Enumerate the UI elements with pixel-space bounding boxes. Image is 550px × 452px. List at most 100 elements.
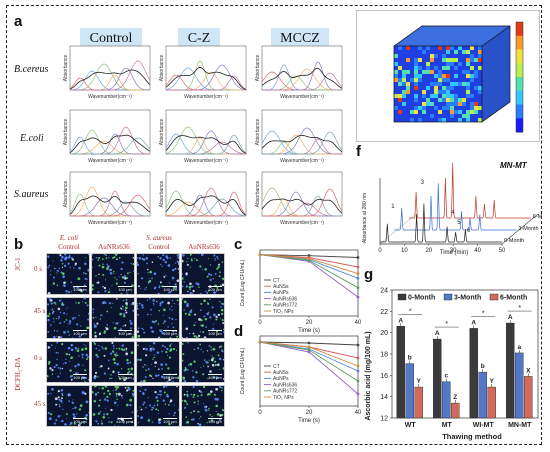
cell-dot bbox=[107, 290, 111, 294]
cell-dot bbox=[213, 313, 216, 317]
cell-dot bbox=[74, 262, 78, 265]
cell-dot bbox=[49, 274, 52, 276]
cell-dot bbox=[97, 422, 100, 425]
scale-bar: 100 μm bbox=[73, 330, 87, 336]
cell-dot bbox=[206, 422, 208, 424]
f-series-label: 0-Month bbox=[504, 238, 524, 244]
voxel bbox=[458, 62, 462, 66]
significance-star: * bbox=[409, 308, 412, 315]
envelope-curve bbox=[261, 67, 343, 89]
cell-dot bbox=[175, 331, 177, 333]
colorbar-segment bbox=[516, 115, 523, 119]
voxel bbox=[470, 106, 474, 110]
cell-dot bbox=[123, 378, 126, 381]
cell-dot bbox=[116, 258, 118, 261]
cell-dot bbox=[162, 254, 165, 257]
voxel bbox=[402, 78, 406, 82]
cell-dot bbox=[116, 362, 119, 366]
cell-dot bbox=[214, 360, 217, 363]
voxel bbox=[466, 58, 470, 62]
cell-dot bbox=[116, 421, 119, 424]
voxel bbox=[414, 58, 418, 62]
cell-dot bbox=[113, 270, 115, 273]
cell-dot bbox=[115, 381, 117, 382]
cell-dot bbox=[137, 358, 140, 361]
micro-row-label: 45 s bbox=[34, 307, 46, 315]
cell-dot bbox=[57, 269, 59, 272]
cell-dot bbox=[107, 389, 110, 393]
bar-letter-label: X bbox=[526, 367, 531, 374]
cell-dot bbox=[220, 382, 223, 383]
cell-dot bbox=[172, 326, 175, 329]
voxel bbox=[450, 106, 454, 110]
cell-dot bbox=[50, 299, 53, 302]
cell-dot bbox=[57, 390, 60, 393]
cell-dot bbox=[124, 386, 127, 389]
cell-dot bbox=[210, 419, 214, 422]
cell-dot bbox=[99, 366, 101, 368]
voxel bbox=[426, 46, 430, 50]
voxel bbox=[446, 90, 450, 94]
cell-dot bbox=[109, 272, 113, 275]
cell-dot bbox=[60, 381, 62, 382]
voxel bbox=[458, 118, 462, 122]
voxel bbox=[450, 82, 454, 86]
cell-dot bbox=[141, 306, 144, 309]
voxel bbox=[446, 98, 450, 102]
voxel bbox=[434, 66, 438, 70]
cell-dot bbox=[53, 321, 55, 323]
cell-dot bbox=[70, 348, 74, 352]
cell-dot bbox=[179, 415, 180, 417]
cell-dot bbox=[60, 421, 62, 423]
cell-dot bbox=[99, 318, 101, 320]
cell-dot bbox=[152, 346, 154, 348]
peak-label: 5 bbox=[457, 220, 461, 226]
cell-dot bbox=[60, 299, 63, 301]
cell-dot bbox=[185, 327, 189, 330]
cell-dot bbox=[182, 277, 184, 280]
colorbar-segment bbox=[516, 27, 523, 31]
cell-dot bbox=[218, 263, 221, 266]
voxel bbox=[438, 74, 442, 78]
cell-dot bbox=[64, 423, 67, 426]
cell-dot bbox=[195, 382, 196, 383]
cell-dot bbox=[186, 425, 188, 426]
voxel bbox=[394, 94, 398, 98]
cell-dot bbox=[84, 380, 86, 382]
ftir-y-label: Absorbance bbox=[159, 54, 165, 81]
voxel bbox=[402, 70, 406, 74]
cell-dot bbox=[78, 314, 80, 316]
cell-dot bbox=[204, 268, 206, 271]
cell-dot bbox=[171, 309, 173, 311]
cell-dot bbox=[184, 368, 188, 371]
cell-dot bbox=[162, 314, 165, 316]
cell-dot bbox=[77, 277, 81, 281]
cell-dot bbox=[53, 276, 55, 279]
legend-entry: CT bbox=[273, 364, 280, 370]
voxel bbox=[474, 86, 478, 90]
cell-dot bbox=[162, 258, 165, 262]
cell-dot bbox=[60, 368, 62, 370]
cell-dot bbox=[193, 360, 196, 363]
cell-dot bbox=[50, 393, 52, 395]
cell-dot bbox=[119, 312, 123, 316]
voxel bbox=[446, 58, 450, 62]
cell-dot bbox=[156, 393, 159, 395]
fitted-band-curve bbox=[70, 137, 151, 155]
g-y-tick-label: 16 bbox=[380, 373, 388, 380]
cell-dot bbox=[92, 266, 93, 269]
cell-dot bbox=[175, 349, 178, 352]
cell-dot bbox=[113, 361, 116, 365]
cell-dot bbox=[111, 285, 113, 287]
cell-dot bbox=[96, 322, 99, 325]
cell-dot bbox=[203, 336, 207, 338]
cell-dot bbox=[100, 365, 103, 368]
cell-dot bbox=[87, 312, 89, 315]
micrograph-image: 100 μm bbox=[136, 341, 180, 383]
voxel bbox=[446, 102, 450, 106]
ftir-x-label: Wavenumber(cm⁻¹) bbox=[184, 94, 228, 100]
cell-dot bbox=[215, 330, 219, 333]
voxel bbox=[434, 94, 438, 98]
cell-dot bbox=[128, 387, 131, 391]
voxel bbox=[462, 98, 466, 102]
